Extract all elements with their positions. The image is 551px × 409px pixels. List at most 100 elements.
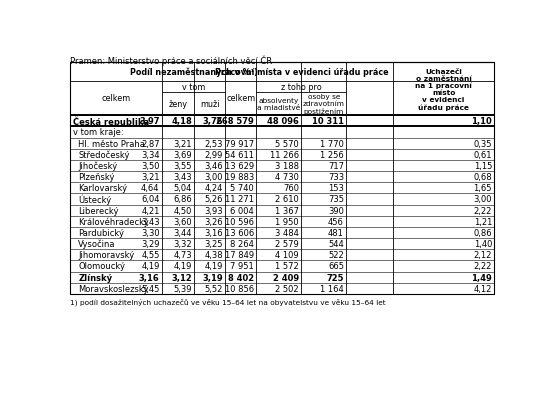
Text: 3,16: 3,16 bbox=[204, 228, 223, 237]
Text: 6,04: 6,04 bbox=[141, 195, 160, 204]
Text: 10 596: 10 596 bbox=[225, 217, 254, 226]
Text: 4,73: 4,73 bbox=[174, 251, 192, 260]
Text: 1,10: 1,10 bbox=[471, 117, 492, 126]
Text: Královéhradecký: Královéhradecký bbox=[78, 217, 149, 227]
Text: 1 256: 1 256 bbox=[320, 151, 344, 160]
Text: absolventy
a mladistvé: absolventy a mladistvé bbox=[257, 98, 300, 111]
Text: Česká republika: Česká republika bbox=[73, 116, 149, 127]
Text: 8 264: 8 264 bbox=[230, 240, 254, 249]
Text: 3,16: 3,16 bbox=[139, 273, 160, 282]
Text: celkem: celkem bbox=[101, 94, 131, 103]
Text: 4,19: 4,19 bbox=[141, 262, 160, 271]
Text: muži: muži bbox=[200, 100, 220, 109]
Text: 3,19: 3,19 bbox=[202, 273, 223, 282]
Text: 3,43: 3,43 bbox=[174, 173, 192, 182]
Text: 1,21: 1,21 bbox=[474, 217, 492, 226]
Text: 17 849: 17 849 bbox=[225, 251, 254, 260]
Text: 2 409: 2 409 bbox=[273, 273, 299, 282]
Text: 4,64: 4,64 bbox=[141, 184, 160, 193]
Text: Karlovarský: Karlovarský bbox=[78, 184, 127, 193]
Text: v tom kraje:: v tom kraje: bbox=[73, 128, 123, 137]
Text: 1,15: 1,15 bbox=[474, 162, 492, 171]
Text: 13 606: 13 606 bbox=[225, 228, 254, 237]
Text: 1 572: 1 572 bbox=[276, 262, 299, 271]
Text: Olomoucký: Olomoucký bbox=[78, 262, 125, 271]
Text: 5 570: 5 570 bbox=[276, 139, 299, 148]
Text: 717: 717 bbox=[328, 162, 344, 171]
Text: celkem: celkem bbox=[226, 94, 256, 103]
Bar bbox=[71, 63, 494, 294]
Text: 481: 481 bbox=[328, 228, 344, 237]
Text: Vysočina: Vysočina bbox=[78, 239, 116, 249]
Text: 4,12: 4,12 bbox=[474, 284, 492, 293]
Text: Uchazeči
o zaměstnání
na 1 pracovní
místo
v evidenci
úřadu práce: Uchazeči o zaměstnání na 1 pracovní míst… bbox=[415, 68, 472, 110]
Text: 3,76: 3,76 bbox=[202, 117, 223, 126]
Text: 5,04: 5,04 bbox=[174, 184, 192, 193]
Text: 10 856: 10 856 bbox=[225, 284, 254, 293]
Text: 268 579: 268 579 bbox=[217, 117, 254, 126]
Text: Zlínský: Zlínský bbox=[78, 273, 112, 282]
Text: 1,40: 1,40 bbox=[474, 240, 492, 249]
Text: 2,87: 2,87 bbox=[141, 139, 160, 148]
Text: Liberecký: Liberecký bbox=[78, 206, 118, 215]
Text: 153: 153 bbox=[328, 184, 344, 193]
Text: 4,38: 4,38 bbox=[204, 251, 223, 260]
Text: Moravskoslezský: Moravskoslezský bbox=[78, 284, 149, 293]
Text: 3,44: 3,44 bbox=[174, 228, 192, 237]
Text: 6 004: 6 004 bbox=[230, 206, 254, 215]
Text: 2 502: 2 502 bbox=[276, 284, 299, 293]
Text: 2,12: 2,12 bbox=[474, 251, 492, 260]
Text: 5 740: 5 740 bbox=[230, 184, 254, 193]
Text: 1 164: 1 164 bbox=[320, 284, 344, 293]
Text: 456: 456 bbox=[328, 217, 344, 226]
Text: 0,68: 0,68 bbox=[473, 173, 492, 182]
Text: 6,86: 6,86 bbox=[174, 195, 192, 204]
Text: 3,25: 3,25 bbox=[204, 240, 223, 249]
Text: 5,26: 5,26 bbox=[204, 195, 223, 204]
Text: 2,99: 2,99 bbox=[205, 151, 223, 160]
Text: 3,46: 3,46 bbox=[204, 162, 223, 171]
Text: 4,50: 4,50 bbox=[174, 206, 192, 215]
Text: 3,30: 3,30 bbox=[141, 228, 160, 237]
Text: 2 610: 2 610 bbox=[276, 195, 299, 204]
Text: 760: 760 bbox=[283, 184, 299, 193]
Text: 4,19: 4,19 bbox=[174, 262, 192, 271]
Text: 1 950: 1 950 bbox=[276, 217, 299, 226]
Text: 8 402: 8 402 bbox=[228, 273, 254, 282]
Text: Podíl nezaměstnaných v %¹): Podíl nezaměstnaných v %¹) bbox=[129, 67, 257, 77]
Text: v tom: v tom bbox=[182, 83, 206, 92]
Text: 4 109: 4 109 bbox=[276, 251, 299, 260]
Text: 3,26: 3,26 bbox=[204, 217, 223, 226]
Text: 4,21: 4,21 bbox=[141, 206, 160, 215]
Text: 3,97: 3,97 bbox=[139, 117, 160, 126]
Text: 5,52: 5,52 bbox=[205, 284, 223, 293]
Text: 3,12: 3,12 bbox=[171, 273, 192, 282]
Text: ženy: ženy bbox=[169, 100, 188, 109]
Text: 3,21: 3,21 bbox=[174, 139, 192, 148]
Text: 3,21: 3,21 bbox=[141, 173, 160, 182]
Text: 4 730: 4 730 bbox=[275, 173, 299, 182]
Text: 544: 544 bbox=[328, 240, 344, 249]
Text: 3,55: 3,55 bbox=[174, 162, 192, 171]
Text: 3,34: 3,34 bbox=[141, 151, 160, 160]
Text: 735: 735 bbox=[328, 195, 344, 204]
Text: 2,22: 2,22 bbox=[474, 206, 492, 215]
Text: Hl. město Praha: Hl. město Praha bbox=[78, 139, 145, 148]
Text: 0,86: 0,86 bbox=[473, 228, 492, 237]
Text: 1 770: 1 770 bbox=[320, 139, 344, 148]
Text: 390: 390 bbox=[328, 206, 344, 215]
Text: 3,50: 3,50 bbox=[141, 162, 160, 171]
Text: 733: 733 bbox=[328, 173, 344, 182]
Text: 0,61: 0,61 bbox=[473, 151, 492, 160]
Text: 79 917: 79 917 bbox=[225, 139, 254, 148]
Text: 1,65: 1,65 bbox=[473, 184, 492, 193]
Text: Jihočeský: Jihočeský bbox=[78, 161, 117, 171]
Text: 11 266: 11 266 bbox=[270, 151, 299, 160]
Text: 2,22: 2,22 bbox=[474, 262, 492, 271]
Text: 4,55: 4,55 bbox=[141, 251, 160, 260]
Text: 13 629: 13 629 bbox=[225, 162, 254, 171]
Text: 725: 725 bbox=[327, 273, 344, 282]
Text: 3,00: 3,00 bbox=[473, 195, 492, 204]
Text: Pramen: Ministerstvo práce a sociálních věcí ČR: Pramen: Ministerstvo práce a sociálních … bbox=[71, 55, 273, 66]
Text: z toho pro: z toho pro bbox=[281, 83, 322, 92]
